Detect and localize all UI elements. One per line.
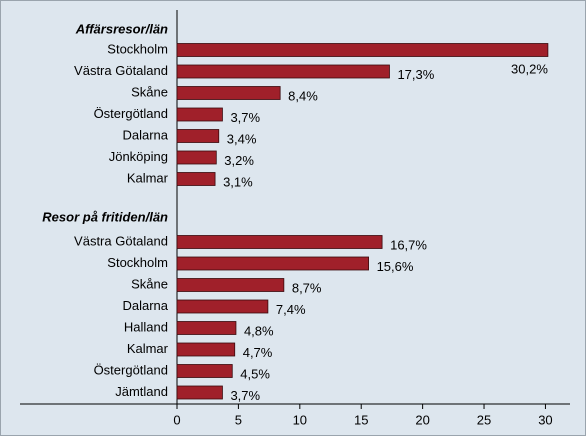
value-label: 30,2% bbox=[511, 61, 548, 76]
bar bbox=[176, 385, 223, 400]
x-tick-label: 20 bbox=[415, 412, 429, 427]
value-label: 15,6% bbox=[377, 259, 414, 274]
group-header: Affärsresor/län bbox=[75, 21, 168, 36]
y-tick-label: Östergötland bbox=[94, 106, 168, 121]
y-tick-label: Östergötland bbox=[94, 362, 168, 377]
bar bbox=[176, 235, 383, 249]
y-tick-label: Jämtland bbox=[115, 384, 168, 399]
value-label: 4,7% bbox=[243, 345, 273, 360]
y-tick-label: Kalmar bbox=[127, 341, 169, 356]
value-label: 16,7% bbox=[390, 237, 427, 252]
bar bbox=[176, 278, 285, 292]
y-tick-label: Västra Götaland bbox=[74, 233, 168, 248]
bar bbox=[176, 43, 549, 57]
x-tick-label: 25 bbox=[477, 412, 491, 427]
bar bbox=[176, 299, 269, 314]
value-label: 3,1% bbox=[223, 174, 253, 189]
value-label: 4,5% bbox=[240, 366, 270, 381]
group-header: Resor på fritiden/län bbox=[42, 209, 168, 224]
y-tick-label: Kalmar bbox=[127, 170, 169, 185]
y-tick-label: Jönköping bbox=[109, 149, 168, 164]
y-tick-label: Västra Götaland bbox=[74, 63, 168, 78]
y-tick-label: Skåne bbox=[131, 84, 168, 99]
value-label: 8,7% bbox=[292, 280, 322, 295]
value-label: 8,4% bbox=[288, 88, 318, 103]
bar bbox=[176, 321, 237, 335]
value-label: 3,4% bbox=[227, 131, 257, 146]
value-label: 17,3% bbox=[397, 67, 434, 82]
x-tick-label: 30 bbox=[538, 412, 552, 427]
value-label: 4,8% bbox=[244, 323, 274, 338]
x-tick-label: 0 bbox=[173, 412, 180, 427]
value-label: 3,7% bbox=[230, 388, 260, 403]
y-tick-label: Halland bbox=[124, 319, 168, 334]
y-tick-label: Stockholm bbox=[107, 255, 168, 270]
bar bbox=[176, 86, 281, 100]
bar bbox=[176, 342, 236, 357]
x-tick-label: 15 bbox=[354, 412, 368, 427]
bar bbox=[176, 256, 369, 271]
value-label: 3,7% bbox=[230, 110, 260, 125]
bar bbox=[176, 150, 217, 165]
x-tick-label: 10 bbox=[293, 412, 307, 427]
x-tick-label: 5 bbox=[235, 412, 242, 427]
bar bbox=[176, 64, 390, 79]
bar bbox=[176, 364, 233, 378]
bar bbox=[176, 107, 223, 122]
y-tick-label: Skåne bbox=[131, 276, 168, 291]
y-tick-label: Dalarna bbox=[122, 127, 168, 142]
value-label: 7,4% bbox=[276, 302, 306, 317]
bar bbox=[176, 129, 220, 143]
value-label: 3,2% bbox=[224, 153, 254, 168]
bar bbox=[176, 172, 216, 186]
y-tick-label: Dalarna bbox=[122, 298, 168, 313]
y-tick-label: Stockholm bbox=[107, 41, 168, 56]
